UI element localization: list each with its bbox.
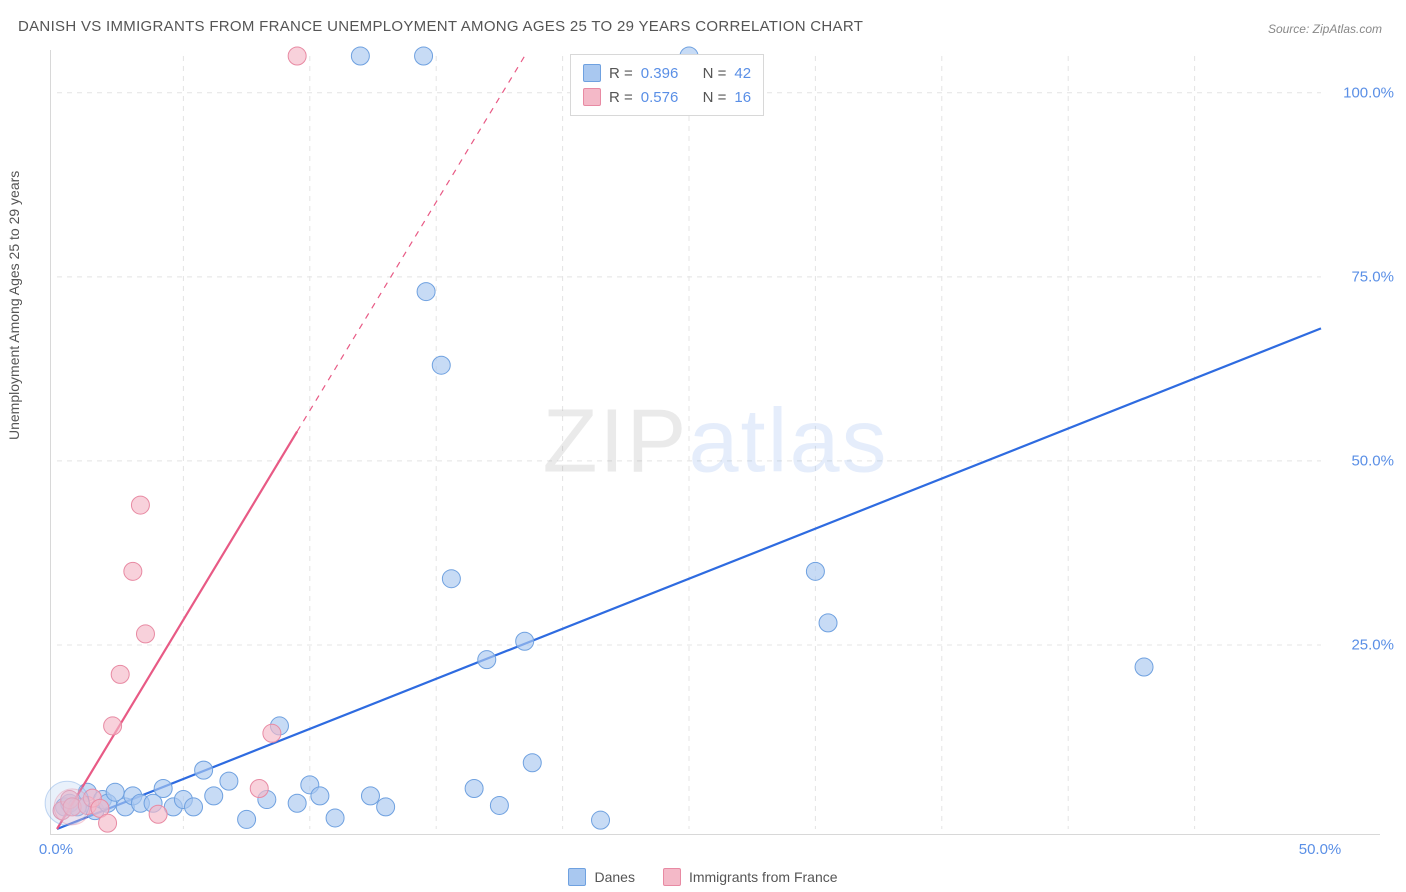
chart-title: DANISH VS IMMIGRANTS FROM FRANCE UNEMPLO… bbox=[18, 18, 863, 35]
legend-n-label: N = bbox=[703, 89, 727, 106]
legend-series-label: Immigrants from France bbox=[689, 869, 838, 885]
legend-series-label: Danes bbox=[594, 869, 634, 885]
legend-r-value: 0.396 bbox=[641, 65, 679, 82]
legend-stat-row: R = 0.396 N = 42 bbox=[583, 61, 751, 85]
legend-swatch bbox=[583, 64, 601, 82]
legend-series-item: Immigrants from France bbox=[663, 868, 838, 886]
legend-stat-row: R = 0.576 N = 16 bbox=[583, 85, 751, 109]
legend-series-item: Danes bbox=[568, 868, 634, 886]
plot-area: ZIPatlas bbox=[50, 50, 1380, 835]
y-tick-label: 25.0% bbox=[1351, 636, 1394, 653]
scatter-chart bbox=[51, 50, 1381, 835]
legend-series: Danes Immigrants from France bbox=[0, 868, 1406, 886]
source-caption: Source: ZipAtlas.com bbox=[1268, 22, 1382, 36]
y-tick-label: 100.0% bbox=[1343, 84, 1394, 101]
legend-stats: R = 0.396 N = 42 R = 0.576 N = 16 bbox=[570, 54, 764, 116]
x-tick-label: 0.0% bbox=[39, 841, 73, 858]
legend-r-label: R = bbox=[609, 89, 633, 106]
legend-r-value: 0.576 bbox=[641, 89, 679, 106]
y-tick-label: 50.0% bbox=[1351, 452, 1394, 469]
legend-swatch bbox=[568, 868, 586, 886]
legend-n-label: N = bbox=[703, 65, 727, 82]
legend-swatch bbox=[663, 868, 681, 886]
y-axis-title: Unemployment Among Ages 25 to 29 years bbox=[6, 171, 22, 440]
y-tick-label: 75.0% bbox=[1351, 268, 1394, 285]
legend-swatch bbox=[583, 88, 601, 106]
legend-n-value: 42 bbox=[734, 65, 751, 82]
x-tick-label: 50.0% bbox=[1299, 841, 1342, 858]
legend-r-label: R = bbox=[609, 65, 633, 82]
legend-n-value: 16 bbox=[734, 89, 751, 106]
